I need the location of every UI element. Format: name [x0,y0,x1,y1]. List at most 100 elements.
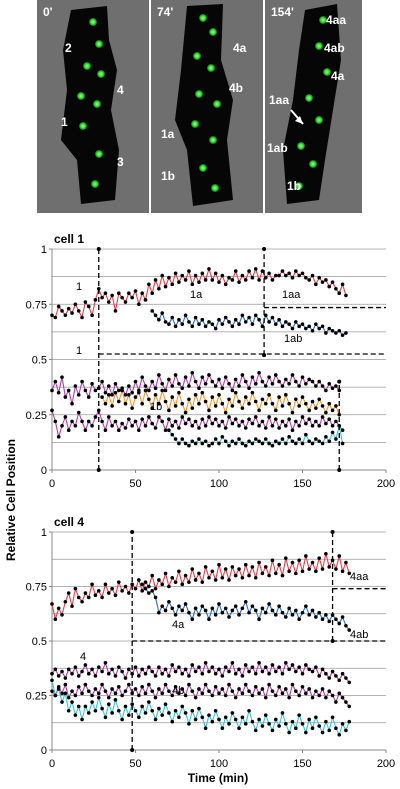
series-segment [101,584,106,598]
data-point [247,689,251,693]
series-segment [171,374,177,387]
data-point [314,384,318,388]
data-point [310,399,315,404]
data-point [153,386,158,391]
series-segment [248,710,253,722]
cell-label-1ab: 1ab [267,141,288,155]
data-point [187,320,191,324]
data-point [110,393,114,397]
data-point [86,304,91,309]
series-segment [238,717,243,729]
series-segment [245,564,250,576]
series-segment [335,555,340,570]
data-point [324,695,328,700]
data-point [137,715,141,720]
data-point [150,406,154,410]
data-point [257,439,261,444]
data-point [314,437,318,441]
series-segment [144,284,150,300]
micrograph-panel-0min: 0' 2 4 1 3 [37,0,149,213]
data-point [190,708,195,713]
data-point [340,722,345,726]
series-segment [261,714,267,727]
data-point [120,421,124,426]
lineage-annotation: 4ab [350,629,368,641]
data-point [100,395,104,399]
data-point [223,375,228,379]
data-point [127,291,131,296]
data-point [63,599,68,604]
data-point [327,619,332,624]
data-point [243,395,248,399]
data-point [56,606,61,611]
data-point [170,663,175,667]
data-point [143,586,148,591]
data-point [117,580,121,584]
data-point [273,439,278,444]
data-point [257,408,261,413]
data-point [260,687,265,691]
series-segment [241,396,247,409]
data-point [70,671,74,676]
data-point [230,421,235,426]
data-point [180,608,185,613]
data-point [153,695,158,700]
data-point [210,441,215,446]
series-segment [328,717,334,731]
data-point [200,417,205,421]
data-point [304,432,308,437]
series-segment [101,381,106,393]
series-segment [258,399,263,411]
data-point [284,687,288,691]
data-point [247,269,251,273]
data-point [93,687,98,691]
series-segment [295,714,300,729]
data-point [237,687,241,691]
data-point [284,273,288,278]
data-point [300,569,305,574]
data-point [73,693,78,698]
data-point [297,324,301,329]
data-point [277,441,281,446]
data-point [227,669,231,674]
data-point [217,393,221,397]
data-point [287,401,291,406]
cell-label-1b-late: 1b [287,179,301,193]
series-segment [94,697,100,711]
data-point [290,439,295,444]
data-point [287,322,291,326]
data-point [53,693,58,698]
data-point [284,441,288,446]
data-point [170,606,175,611]
cell-label-1aa: 1aa [269,93,289,107]
data-point [267,271,271,276]
data-point [237,322,241,326]
data-point [304,730,308,735]
data-point [187,580,191,584]
data-point [143,384,148,388]
data-point [180,582,185,587]
data-point [117,428,121,433]
data-point [133,289,138,293]
series-segment [138,579,143,592]
data-point [120,295,124,300]
data-point [280,671,285,676]
series-segment [288,419,294,431]
data-point [260,669,265,674]
series-segment [218,564,223,578]
data-point [183,693,188,698]
data-point [180,437,185,441]
series-segment [155,708,160,720]
data-point [90,667,94,672]
data-point [277,724,281,728]
data-point [250,719,255,724]
data-point [247,417,251,421]
chart-title: cell 1 [54,232,84,246]
data-point [66,428,71,433]
data-point [307,687,311,691]
data-point [270,558,275,563]
series-segment [111,392,116,407]
data-point [294,397,298,402]
data-point [197,613,201,617]
data-point [120,717,124,722]
